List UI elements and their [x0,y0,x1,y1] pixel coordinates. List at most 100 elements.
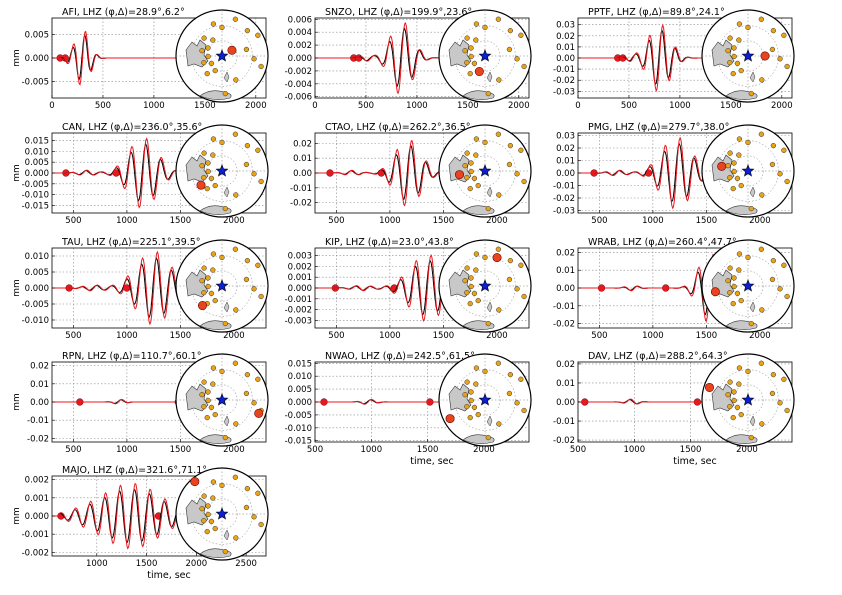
station-marker [731,389,737,395]
station-marker [199,391,205,398]
x-tick-label: 500 [65,216,81,226]
y-tick-label: 0.015 [288,359,312,369]
station-marker [495,246,502,252]
station-marker [734,290,741,297]
station-marker [730,300,736,307]
station-marker [201,379,207,385]
station-marker [222,548,228,555]
station-marker [205,503,211,509]
station-marker [506,161,513,168]
x-tick-label: 1000 [642,331,664,341]
y-tick-label: 0.01 [30,380,49,390]
epicenter-star [478,164,492,177]
x-tick-label: 500 [95,101,111,111]
station-marker [232,131,239,137]
station-marker [731,283,737,290]
y-tick-label: 0.01 [556,379,575,389]
x-tick-label: 2500 [235,559,257,569]
globe-range-ring [469,155,501,187]
globe-range-ring [206,384,238,416]
station-marker [201,493,207,499]
station-marker [781,376,787,382]
station-marker [734,175,741,182]
y-tick-label: -0.01 [553,182,575,192]
x-tick-label: 1500 [720,101,742,111]
landmass [185,39,209,68]
x-tick-label: 1000 [406,101,428,111]
station-marker [475,411,481,418]
y-tick-label: 0.01 [556,157,575,167]
station-marker [255,32,261,38]
y-tick-label: -0.02 [27,434,49,444]
landmass [448,39,472,68]
station-marker [758,16,765,22]
station-marker [727,289,733,296]
station-marker [495,131,502,137]
y-axis-label: mm [12,279,22,297]
station-marker [738,67,744,74]
y-tick-label: 0.001 [288,273,312,283]
station-marker [205,389,211,395]
station-marker [745,254,751,261]
station-marker [468,283,474,290]
y-tick-label: 0.02 [556,32,575,42]
station-marker [233,421,239,427]
station-marker [759,307,765,313]
landmass [185,154,209,183]
y-tick-label: 0.02 [556,144,575,154]
x-tick-label: 2000 [771,101,793,111]
station-marker [495,360,502,366]
station-marker [506,390,513,397]
station-marker [745,139,751,146]
y-tick-label: -0.001 [285,295,312,305]
highlighted-station [474,67,484,77]
globe-inset [175,239,269,333]
station-marker [468,53,474,60]
y-tick-label: -0.010 [22,191,49,201]
station-marker [199,47,205,54]
highlighted-station [227,45,237,55]
station-marker [201,59,207,66]
x-tick-label: 500 [591,331,607,341]
panel-title: PPTF, LHZ (φ,Δ)=89.8°,24.1° [588,7,725,18]
globe-inset [701,239,795,333]
station-marker [212,182,218,189]
globe-inset [701,353,795,447]
panel-title: TAU, LHZ (φ,Δ)=225.1°,39.5° [61,237,201,248]
x-tick-label: 1000 [642,216,664,226]
x-tick-label: 0 [49,101,54,111]
x-tick-label: 1500 [696,331,718,341]
station-marker [244,142,251,149]
y-tick-label: -0.005 [22,78,49,88]
station-marker [770,27,777,34]
panel-pmg: 0.03 0.02 0.01 0.00 -0.01 -0.02 -0.03 500 1000 15… [553,122,795,226]
station-marker [518,147,524,153]
globe-inset [438,353,532,447]
station-marker [485,205,491,212]
landmass [749,415,756,427]
station-marker [205,283,211,290]
station-marker [777,286,783,292]
station-marker [473,136,480,142]
station-marker [770,257,777,264]
epicenter-star [215,393,229,406]
station-marker [219,368,225,375]
station-marker [506,46,513,53]
station-marker [244,257,251,264]
station-marker [748,205,754,212]
station-marker [468,45,474,51]
station-marker [208,404,215,411]
x-tick-label: 1000 [379,216,401,226]
station-marker [507,142,514,149]
station-marker [201,150,207,156]
panel-pptf: 0.030.020.010.00-0.01-0.02-0.030 500 1000 1… [553,7,795,111]
y-tick-label: 0.000 [288,284,312,294]
epicenter-star [215,164,229,177]
highlighted-station [710,287,720,297]
station-marker [232,474,239,480]
y-tick-label: 0.00 [556,398,575,408]
highlighted-station [760,51,770,61]
station-marker [738,411,744,418]
y-tick-label: 0.000 [288,54,312,64]
